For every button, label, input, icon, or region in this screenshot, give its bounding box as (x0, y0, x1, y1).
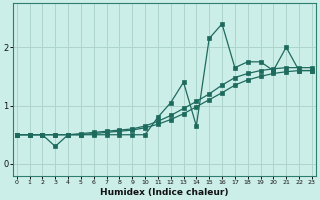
X-axis label: Humidex (Indice chaleur): Humidex (Indice chaleur) (100, 188, 228, 197)
